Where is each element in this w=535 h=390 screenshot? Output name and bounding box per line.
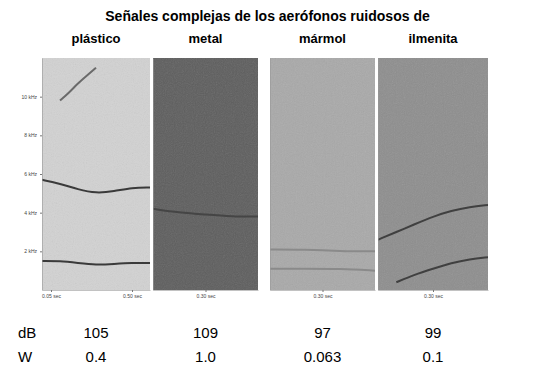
axis-line	[271, 290, 376, 291]
x-tick: 0.30 sec	[314, 290, 333, 299]
row-label: W	[18, 348, 33, 365]
harmonic-line	[60, 68, 96, 101]
noise-texture	[153, 58, 258, 290]
harmonic-line	[396, 257, 488, 282]
panel-title: ilmenita	[408, 31, 458, 46]
y-tick-mark	[40, 135, 42, 136]
harmonic-line	[378, 205, 488, 240]
panel-title: metal	[189, 31, 223, 46]
y-tick: 2 kHz	[24, 248, 42, 254]
y-tick: 4 kHz	[24, 210, 42, 216]
y-axis	[153, 59, 154, 291]
x-axis: 0.30 sec	[271, 290, 376, 299]
panel: plástico 0.05 sec 0.50 sec 2 kHz 4 kHz 6 kHz 8…	[21, 31, 150, 365]
y-tick-label: 8 kHz	[24, 132, 37, 138]
y-tick-label: 10 kHz	[21, 94, 37, 100]
panel-title: mármol	[299, 31, 346, 46]
x-tick-label: 0.05 sec	[42, 293, 61, 299]
x-tick-mark	[132, 290, 133, 292]
y-tick-label: 6 kHz	[24, 171, 37, 177]
x-tick: 0.30 sec	[424, 290, 443, 299]
y-tick: 10 kHz	[21, 94, 42, 100]
x-axis: 0.30 sec	[379, 290, 489, 299]
x-tick-label: 0.50 sec	[123, 293, 142, 299]
db-value: 97	[314, 324, 331, 341]
plot-area	[378, 58, 488, 290]
y-tick-mark	[40, 213, 42, 214]
panel-background	[378, 58, 488, 290]
axis-line	[42, 59, 43, 291]
y-tick: 6 kHz	[24, 171, 42, 177]
w-value: 0.1	[423, 348, 444, 365]
noise-texture	[270, 58, 375, 290]
y-tick-label: 2 kHz	[24, 248, 37, 254]
x-tick-mark	[51, 290, 52, 292]
x-tick-mark	[433, 290, 434, 292]
x-axis: 0.05 sec 0.50 sec	[42, 290, 150, 299]
panel: metal 0.30 sec 109 1.0	[153, 31, 259, 365]
db-value: 109	[193, 324, 218, 341]
y-axis: 2 kHz 4 kHz 6 kHz 8 kHz 10 kHz	[21, 59, 42, 291]
db-value: 105	[83, 324, 108, 341]
y-axis	[270, 59, 271, 291]
axis-line	[43, 290, 151, 291]
title: Señales complejas de los aerófonos ruido…	[105, 8, 430, 24]
w-value: 0.4	[86, 348, 107, 365]
db-value: 99	[425, 324, 442, 341]
w-value: 0.063	[304, 348, 342, 365]
panel-background	[42, 58, 150, 290]
y-tick-mark	[40, 174, 42, 175]
x-tick-mark	[323, 290, 324, 292]
y-tick-label: 4 kHz	[24, 210, 37, 216]
axis-line	[154, 290, 259, 291]
x-tick-label: 0.30 sec	[197, 293, 216, 299]
y-tick-mark	[40, 97, 42, 98]
axis-line	[153, 59, 154, 291]
plot-area	[270, 58, 375, 290]
x-tick: 0.05 sec	[42, 290, 61, 299]
noise-texture	[42, 58, 150, 290]
figure: Señales complejas de los aerófonos ruido…	[0, 0, 535, 390]
harmonic-line	[153, 209, 258, 217]
harmonic-line	[270, 269, 375, 271]
x-tick-label: 0.30 sec	[314, 293, 333, 299]
x-axis: 0.30 sec	[154, 290, 259, 299]
y-axis	[378, 59, 379, 291]
panel-title: plástico	[71, 31, 120, 46]
panel: ilmenita 0.30 sec 99 0.1	[378, 31, 489, 365]
x-tick-mark	[206, 290, 207, 292]
x-tick-label: 0.30 sec	[424, 293, 443, 299]
panel: mármol 0.30 sec 97 0.063	[270, 31, 376, 365]
axis-line	[270, 59, 271, 291]
noise-texture	[378, 58, 488, 290]
y-tick: 8 kHz	[24, 132, 42, 138]
plot-area	[42, 58, 150, 290]
w-value: 1.0	[195, 348, 216, 365]
plot-area	[153, 58, 258, 290]
axis-line	[378, 59, 379, 291]
axis-line	[379, 290, 489, 291]
harmonic-line	[42, 261, 150, 264]
x-tick: 0.30 sec	[197, 290, 216, 299]
row-label: dB	[18, 324, 36, 341]
harmonic-line	[42, 180, 150, 193]
y-tick-mark	[40, 251, 42, 252]
harmonic-line	[270, 249, 375, 251]
panel-background	[270, 58, 375, 290]
x-tick: 0.50 sec	[123, 290, 142, 299]
panel-background	[153, 58, 258, 290]
